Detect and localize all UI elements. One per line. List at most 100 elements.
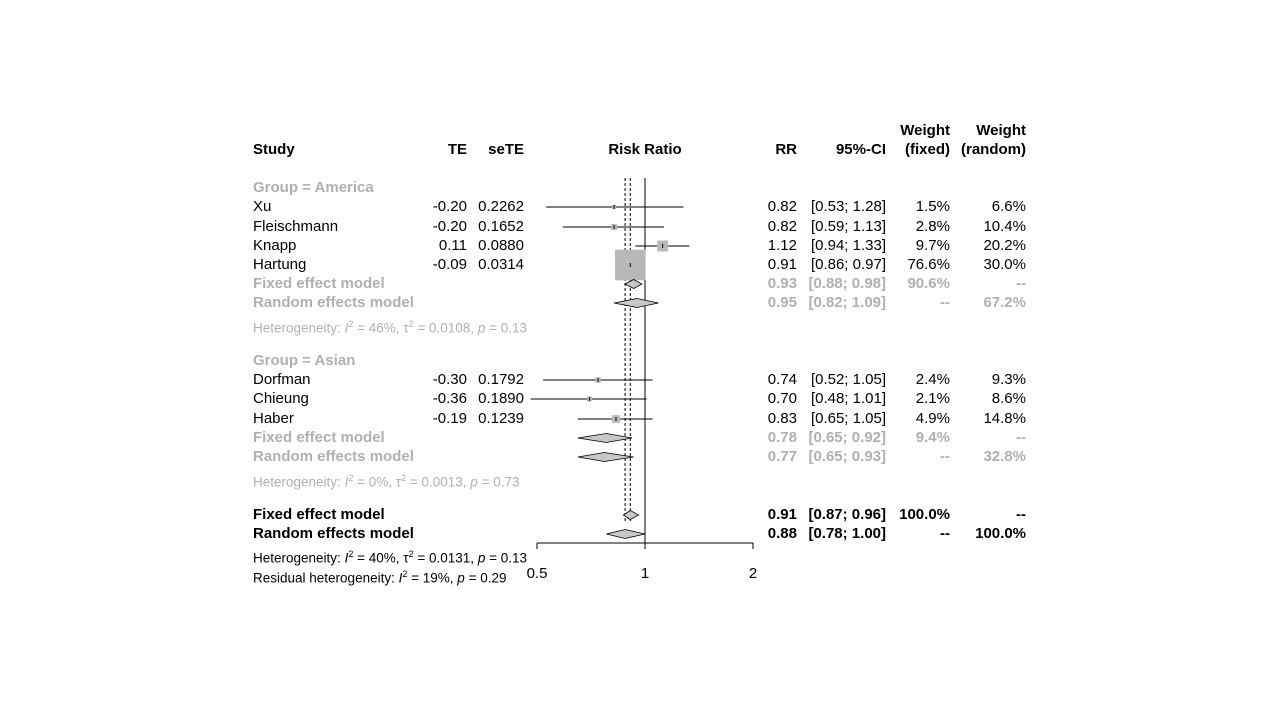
summary-diamond — [614, 298, 659, 308]
study-sete: 0.1792 — [478, 371, 524, 388]
summary-diamond — [606, 529, 646, 539]
heterogeneity-america: Heterogeneity: I2 = 46%, τ2 = 0.0108, p … — [253, 319, 527, 336]
fixed-effect-ci: [0.88; 0.98] — [808, 275, 886, 292]
header-rr: RR — [775, 141, 797, 158]
study-name: Xu — [253, 198, 272, 215]
summary-diamond — [577, 452, 634, 462]
study-sete: 0.1890 — [478, 390, 524, 407]
study-name: Fleischmann — [253, 218, 339, 235]
study-name: Knapp — [253, 237, 297, 254]
header-weight-fixed-2: (fixed) — [905, 141, 950, 158]
study-te: 0.11 — [438, 237, 467, 254]
overall-random-label: Random effects model — [253, 525, 414, 542]
overall-random-rr: 0.88 — [767, 525, 797, 542]
overall-fixed-weight-random: -- — [1016, 506, 1026, 523]
header-weight-fixed-1: Weight — [900, 122, 950, 139]
study-ci: [0.48; 1.01] — [810, 390, 886, 407]
fixed-effect-weight-random: -- — [1016, 429, 1026, 446]
header-sete: seTE — [488, 141, 524, 158]
study-rr: 0.83 — [767, 410, 797, 427]
heterogeneity-overall: Heterogeneity: I2 = 40%, τ2 = 0.0131, p … — [253, 549, 527, 566]
random-effects-ci: [0.65; 0.93] — [808, 448, 886, 465]
heterogeneity-asian: Heterogeneity: I2 = 0%, τ2 = 0.0013, p =… — [253, 473, 520, 490]
study-te: -0.09 — [432, 256, 467, 273]
random-effects-ci: [0.82; 1.09] — [808, 294, 886, 311]
study-weight-fixed: 2.4% — [915, 371, 950, 388]
random-effects-label: Random effects model — [253, 448, 414, 465]
overall-random-ci: [0.78; 1.00] — [808, 525, 886, 542]
study-weight-random: 6.6% — [991, 198, 1026, 215]
summary-diamond — [577, 433, 633, 443]
study-weight-fixed: 2.8% — [915, 218, 950, 235]
fixed-effect-weight-fixed: 90.6% — [907, 275, 950, 292]
study-weight-random: 30.0% — [983, 256, 1026, 273]
fixed-effect-ci: [0.65; 0.92] — [808, 429, 886, 446]
header-study: Study — [253, 141, 295, 158]
x-axis-tick-label: 0.5 — [527, 565, 548, 582]
overall-fixed-ci: [0.87; 0.96] — [808, 506, 886, 523]
study-ci: [0.65; 1.05] — [810, 410, 886, 427]
x-axis-tick-label: 1 — [641, 565, 649, 582]
study-weight-random: 8.6% — [991, 390, 1026, 407]
study-te: -0.36 — [432, 390, 467, 407]
random-effects-weight-fixed: -- — [940, 294, 950, 311]
study-rr: 0.82 — [767, 218, 797, 235]
study-rr: 1.12 — [767, 237, 797, 254]
header-te: TE — [447, 141, 467, 158]
study-rr: 0.82 — [767, 198, 797, 215]
random-effects-weight-fixed: -- — [940, 448, 950, 465]
study-rr: 0.74 — [767, 371, 797, 388]
study-name: Hartung — [253, 256, 307, 273]
random-effects-rr: 0.77 — [767, 448, 797, 465]
group-label-asian: Group = Asian — [253, 352, 356, 369]
study-weight-random: 14.8% — [983, 410, 1026, 427]
study-weight-random: 10.4% — [983, 218, 1026, 235]
header-weight-random-2: (random) — [961, 141, 1026, 158]
header-weight-random-1: Weight — [976, 122, 1026, 139]
study-weight-random: 9.3% — [991, 371, 1026, 388]
study-weight-fixed: 1.5% — [915, 198, 950, 215]
random-effects-weight-random: 32.8% — [983, 448, 1026, 465]
header-ci: 95%-CI — [835, 141, 886, 158]
random-effects-rr: 0.95 — [767, 294, 797, 311]
overall-random-weight-random: 100.0% — [975, 525, 1026, 542]
fixed-effect-label: Fixed effect model — [253, 275, 385, 292]
x-axis-tick-label: 2 — [749, 565, 757, 582]
study-weight-fixed: 2.1% — [915, 390, 950, 407]
fixed-effect-weight-fixed: 9.4% — [915, 429, 950, 446]
study-sete: 0.1652 — [478, 218, 524, 235]
random-effects-label: Random effects model — [253, 294, 414, 311]
study-ci: [0.52; 1.05] — [810, 371, 886, 388]
study-sete: 0.0880 — [478, 237, 524, 254]
study-te: -0.20 — [432, 218, 467, 235]
summary-diamond — [622, 510, 640, 520]
study-te: -0.19 — [432, 410, 467, 427]
study-rr: 0.91 — [767, 256, 797, 273]
overall-random-weight-fixed: -- — [940, 525, 950, 542]
study-ci: [0.86; 0.97] — [810, 256, 886, 273]
study-rr: 0.70 — [767, 390, 797, 407]
overall-fixed-label: Fixed effect model — [253, 506, 385, 523]
study-weight-fixed: 4.9% — [915, 410, 950, 427]
residual-heterogeneity: Residual heterogeneity: I2 = 19%, p = 0.… — [253, 569, 507, 586]
study-name: Chieung — [253, 390, 309, 407]
study-te: -0.20 — [432, 198, 467, 215]
study-name: Dorfman — [253, 371, 311, 388]
fixed-effect-weight-random: -- — [1016, 275, 1026, 292]
header-risk-ratio: Risk Ratio — [608, 141, 682, 158]
study-ci: [0.59; 1.13] — [810, 218, 886, 235]
study-te: -0.30 — [432, 371, 467, 388]
overall-fixed-rr: 0.91 — [767, 506, 797, 523]
overall-fixed-weight-fixed: 100.0% — [899, 506, 950, 523]
study-sete: 0.2262 — [478, 198, 524, 215]
study-sete: 0.0314 — [478, 256, 524, 273]
summary-diamond — [624, 279, 643, 289]
study-weight-fixed: 9.7% — [915, 237, 950, 254]
study-ci: [0.94; 1.33] — [810, 237, 886, 254]
fixed-effect-rr: 0.78 — [767, 429, 797, 446]
study-name: Haber — [253, 410, 294, 427]
study-weight-fixed: 76.6% — [907, 256, 950, 273]
random-effects-weight-random: 67.2% — [983, 294, 1026, 311]
fixed-effect-rr: 0.93 — [767, 275, 797, 292]
